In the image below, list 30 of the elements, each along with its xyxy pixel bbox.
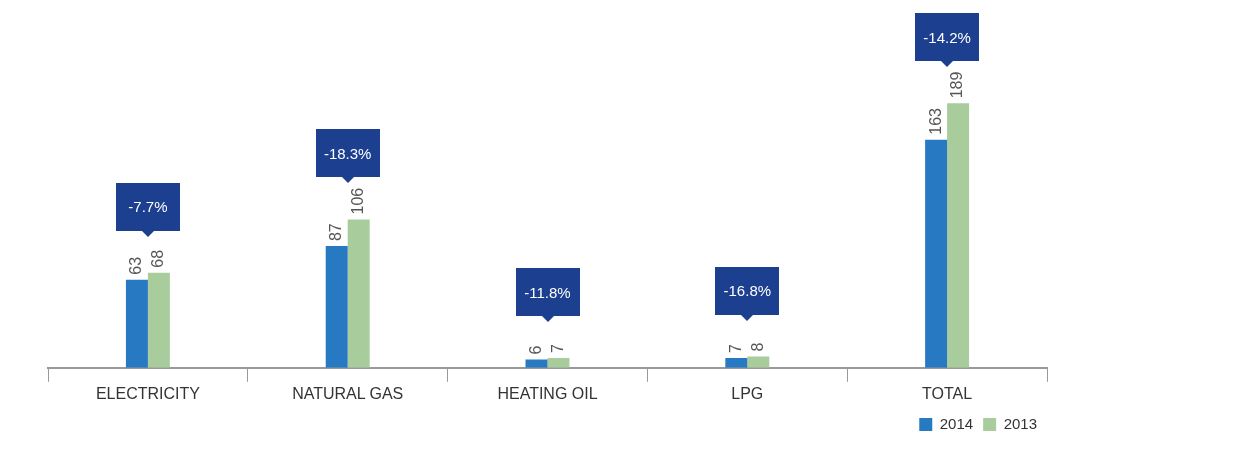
bar — [925, 139, 948, 368]
x-tick-label: LPG — [731, 384, 764, 402]
data-label: 68 — [149, 249, 167, 268]
bar — [147, 272, 170, 368]
data-label: 87 — [327, 223, 345, 242]
bar — [947, 103, 970, 368]
legend-label: 2014 — [939, 414, 974, 432]
data-label: 6 — [526, 345, 544, 355]
callout: -11.8% — [515, 268, 580, 322]
data-label: 63 — [127, 256, 145, 275]
callout: -18.3% — [315, 129, 380, 184]
data-label: 8 — [748, 342, 766, 352]
data-label: 106 — [349, 187, 367, 215]
x-tick-label: ELECTRICITY — [95, 384, 201, 402]
callout: -16.8% — [715, 266, 780, 321]
x-tick-label: TOTAL — [922, 384, 973, 402]
bar — [325, 246, 348, 368]
legend-label: 2013 — [1003, 414, 1038, 432]
callout: -14.2% — [915, 13, 980, 68]
data-label: 7 — [548, 344, 566, 354]
x-tick-label: HEATING OIL — [497, 384, 598, 402]
bar — [525, 359, 548, 368]
x-tick-label: NATURAL GAS — [292, 384, 404, 402]
data-label: 189 — [948, 71, 966, 99]
callout: -7.7% — [115, 182, 180, 237]
bar — [347, 219, 370, 368]
bar — [125, 279, 148, 368]
data-label: 163 — [926, 107, 944, 135]
bar — [725, 358, 748, 368]
data-label: 7 — [726, 344, 744, 354]
